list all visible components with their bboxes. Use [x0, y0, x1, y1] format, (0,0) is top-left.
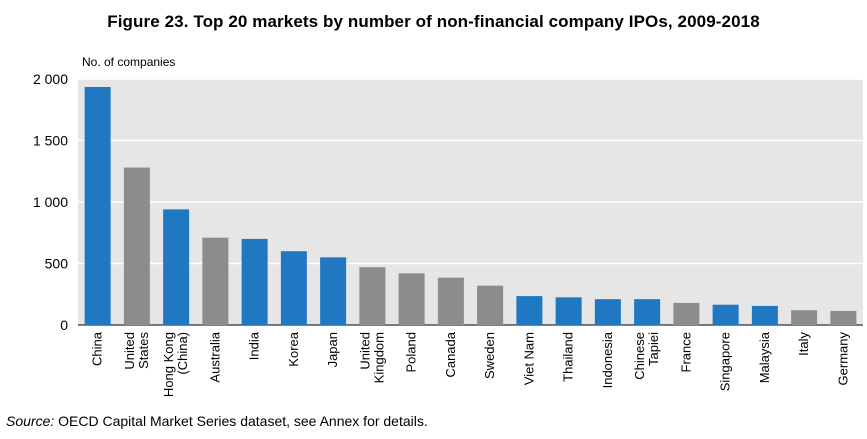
- x-tick-label: ChineseTapiei: [632, 332, 661, 380]
- y-axis-tick-labels: 0 500 1 000 1 500 2 000: [33, 71, 68, 333]
- x-tick-label: Viet Nam: [521, 332, 536, 385]
- chart-title: Figure 23. Top 20 markets by number of n…: [107, 12, 760, 31]
- x-tick-label-line: Chinese: [632, 332, 647, 380]
- bar: [202, 237, 229, 325]
- y-tick-label: 2 000: [33, 71, 68, 87]
- x-tick-label-line: United: [357, 332, 372, 370]
- bar: [359, 267, 386, 325]
- x-tick-label-line: Japan: [325, 332, 340, 367]
- x-tick-label-line: India: [247, 331, 262, 360]
- y-tick-label: 500: [45, 256, 69, 272]
- x-tick-label-line: Poland: [404, 332, 419, 372]
- x-tick-label: Hong Kong(China): [161, 332, 190, 397]
- bar: [437, 277, 464, 325]
- bar: [84, 86, 111, 326]
- x-tick-label-line: (China): [175, 332, 190, 375]
- bar: [516, 296, 543, 325]
- x-tick-label: Singapore: [718, 332, 733, 391]
- x-tick-label-line: France: [678, 332, 693, 372]
- x-tick-label-line: Hong Kong: [161, 332, 176, 397]
- x-tick-label-line: United: [122, 332, 137, 370]
- x-tick-label: India: [247, 331, 262, 360]
- y-tick-label: 1 500: [33, 133, 68, 149]
- x-tick-label: Italy: [796, 332, 811, 356]
- bar: [712, 304, 739, 325]
- bar: [320, 257, 347, 325]
- x-tick-label-line: Italy: [796, 332, 811, 356]
- x-tick-label: China: [90, 331, 105, 366]
- bar: [830, 310, 857, 325]
- x-tick-label-line: Tapiei: [646, 332, 661, 366]
- x-tick-label-line: Kingdom: [371, 332, 386, 383]
- x-tick-label-line: Germany: [835, 332, 850, 386]
- bar: [477, 285, 504, 325]
- x-tick-label-line: Thailand: [561, 332, 576, 382]
- x-tick-label-line: Sweden: [482, 332, 497, 379]
- bar: [634, 299, 661, 325]
- x-tick-label-line: Korea: [286, 331, 301, 366]
- bar: [241, 238, 268, 325]
- bar: [791, 310, 818, 325]
- x-tick-label: Sweden: [482, 332, 497, 379]
- bar: [594, 299, 621, 325]
- x-tick-label-line: Singapore: [718, 332, 733, 391]
- x-tick-label-line: States: [136, 332, 151, 369]
- x-tick-label: Korea: [286, 331, 301, 366]
- x-tick-label-line: Canada: [443, 331, 458, 377]
- y-axis-label: No. of companies: [82, 55, 175, 69]
- x-tick-label: Germany: [835, 332, 850, 386]
- source-note: Source: OECD Capital Market Series datas…: [6, 413, 428, 429]
- bar: [163, 209, 190, 325]
- x-tick-label-line: Indonesia: [600, 331, 615, 388]
- bar-series: [84, 86, 857, 326]
- x-tick-label: Australia: [207, 331, 222, 382]
- x-tick-label: Malaysia: [757, 331, 772, 383]
- x-tick-label: Japan: [325, 332, 340, 367]
- y-tick-label: 1 000: [33, 194, 68, 210]
- bar: [123, 167, 150, 325]
- bar: [673, 302, 700, 325]
- x-tick-label: Poland: [404, 332, 419, 372]
- x-tick-label: Canada: [443, 331, 458, 377]
- x-tick-label-line: Australia: [207, 331, 222, 382]
- bar: [555, 297, 582, 325]
- bar: [398, 273, 425, 325]
- x-tick-label: Thailand: [561, 332, 576, 382]
- x-tick-label: Indonesia: [600, 331, 615, 388]
- x-tick-label: UnitedKingdom: [357, 332, 386, 383]
- x-axis-tick-labels: China UnitedStates Hong Kong(China) Austral…: [90, 331, 851, 397]
- bar: [751, 305, 778, 325]
- x-tick-label-line: Viet Nam: [521, 332, 536, 385]
- x-tick-label: UnitedStates: [122, 332, 151, 370]
- source-label: Source:: [6, 413, 55, 429]
- x-tick-label-line: Malaysia: [757, 331, 772, 383]
- bar: [280, 251, 307, 325]
- y-tick-label: 0: [60, 317, 68, 333]
- x-tick-label-line: China: [90, 331, 105, 366]
- x-tick-label: France: [678, 332, 693, 372]
- source-text: OECD Capital Market Series dataset, see …: [54, 413, 428, 429]
